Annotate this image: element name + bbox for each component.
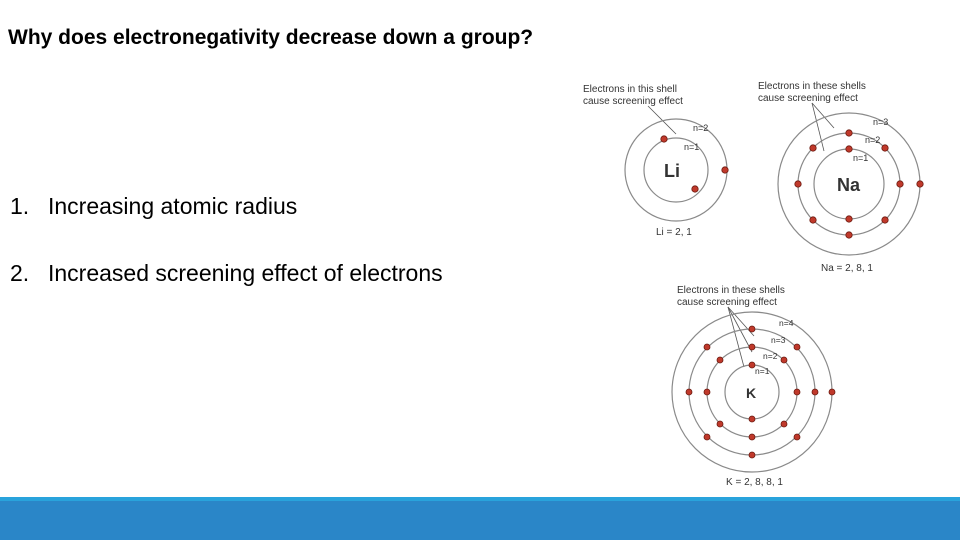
na-shell-label-n3: n=3: [873, 117, 888, 127]
li-atom-diagram: Electrons in this shell cause screening …: [583, 84, 729, 238]
na-caption-line1: Electrons in these shells: [758, 81, 866, 92]
electron: [916, 180, 924, 188]
electron: [703, 433, 711, 441]
electron: [703, 388, 711, 396]
li-shell-n1: [643, 137, 709, 203]
electron: [845, 145, 853, 153]
electron: [721, 166, 729, 174]
electron: [809, 216, 817, 224]
li-symbol: Li: [664, 161, 680, 181]
na-caption-pointer: [811, 102, 825, 152]
electron: [748, 415, 756, 423]
electron: [716, 356, 724, 364]
electron: [691, 185, 699, 193]
na-atom-diagram: Electrons in these shells cause screenin…: [758, 81, 924, 274]
na-config: Na = 2, 8, 1: [821, 263, 873, 274]
electron: [793, 388, 801, 396]
electron: [793, 343, 801, 351]
li-caption-line2: cause screening effect: [583, 96, 683, 107]
list-number: 1.: [10, 193, 30, 219]
k-shell-label-n2: n=2: [763, 351, 778, 361]
li-shell-label-n1: n=1: [684, 142, 699, 152]
list-text: Increasing atomic radius: [48, 193, 298, 219]
li-caption-pointer: [647, 105, 677, 135]
electron: [881, 144, 889, 152]
electron: [811, 388, 819, 396]
k-caption-pointer: [727, 306, 745, 368]
na-shell-label-n2: n=2: [865, 135, 880, 145]
electron: [896, 180, 904, 188]
electron: [794, 180, 802, 188]
k-atom-diagram: Electrons in these shells cause screenin…: [671, 285, 836, 488]
k-shell-label-n3: n=3: [771, 335, 786, 345]
na-shell-label-n1: n=1: [853, 153, 868, 163]
electron: [748, 343, 756, 351]
footer-accent-line: [0, 497, 960, 501]
electron: [716, 420, 724, 428]
electron: [845, 129, 853, 137]
k-caption-line2: cause screening effect: [677, 297, 777, 308]
electron: [828, 388, 836, 396]
k-shell-label-n1: n=1: [755, 366, 770, 376]
k-caption-line1: Electrons in these shells: [677, 285, 785, 296]
k-symbol: K: [746, 385, 756, 401]
electron: [845, 215, 853, 223]
footer-bar: [0, 501, 960, 540]
list-item: 1. Increasing atomic radius: [10, 193, 297, 220]
k-config: K = 2, 8, 8, 1: [726, 477, 783, 488]
list-item: 2. Increased screening effect of electron…: [10, 260, 443, 287]
na-caption-line2: cause screening effect: [758, 93, 858, 104]
electron: [793, 433, 801, 441]
na-symbol: Na: [837, 175, 861, 195]
electron: [780, 420, 788, 428]
k-shell-label-n4: n=4: [779, 318, 794, 328]
electron: [703, 343, 711, 351]
list-text: Increased screening effect of electrons: [48, 260, 443, 286]
electron: [748, 433, 756, 441]
li-config: Li = 2, 1: [656, 227, 692, 238]
slide-title: Why does electronegativity decrease down…: [8, 26, 534, 49]
na-caption-pointer: [811, 102, 835, 129]
electron: [780, 356, 788, 364]
electron: [748, 361, 756, 369]
list-number: 2.: [10, 260, 30, 286]
electron: [881, 216, 889, 224]
electron: [685, 388, 693, 396]
electron: [809, 144, 817, 152]
electron: [748, 451, 756, 459]
electron: [748, 325, 756, 333]
li-caption-line1: Electrons in this shell: [583, 84, 677, 95]
li-shell-label-n2: n=2: [693, 123, 708, 133]
electron: [660, 135, 668, 143]
electron: [845, 231, 853, 239]
